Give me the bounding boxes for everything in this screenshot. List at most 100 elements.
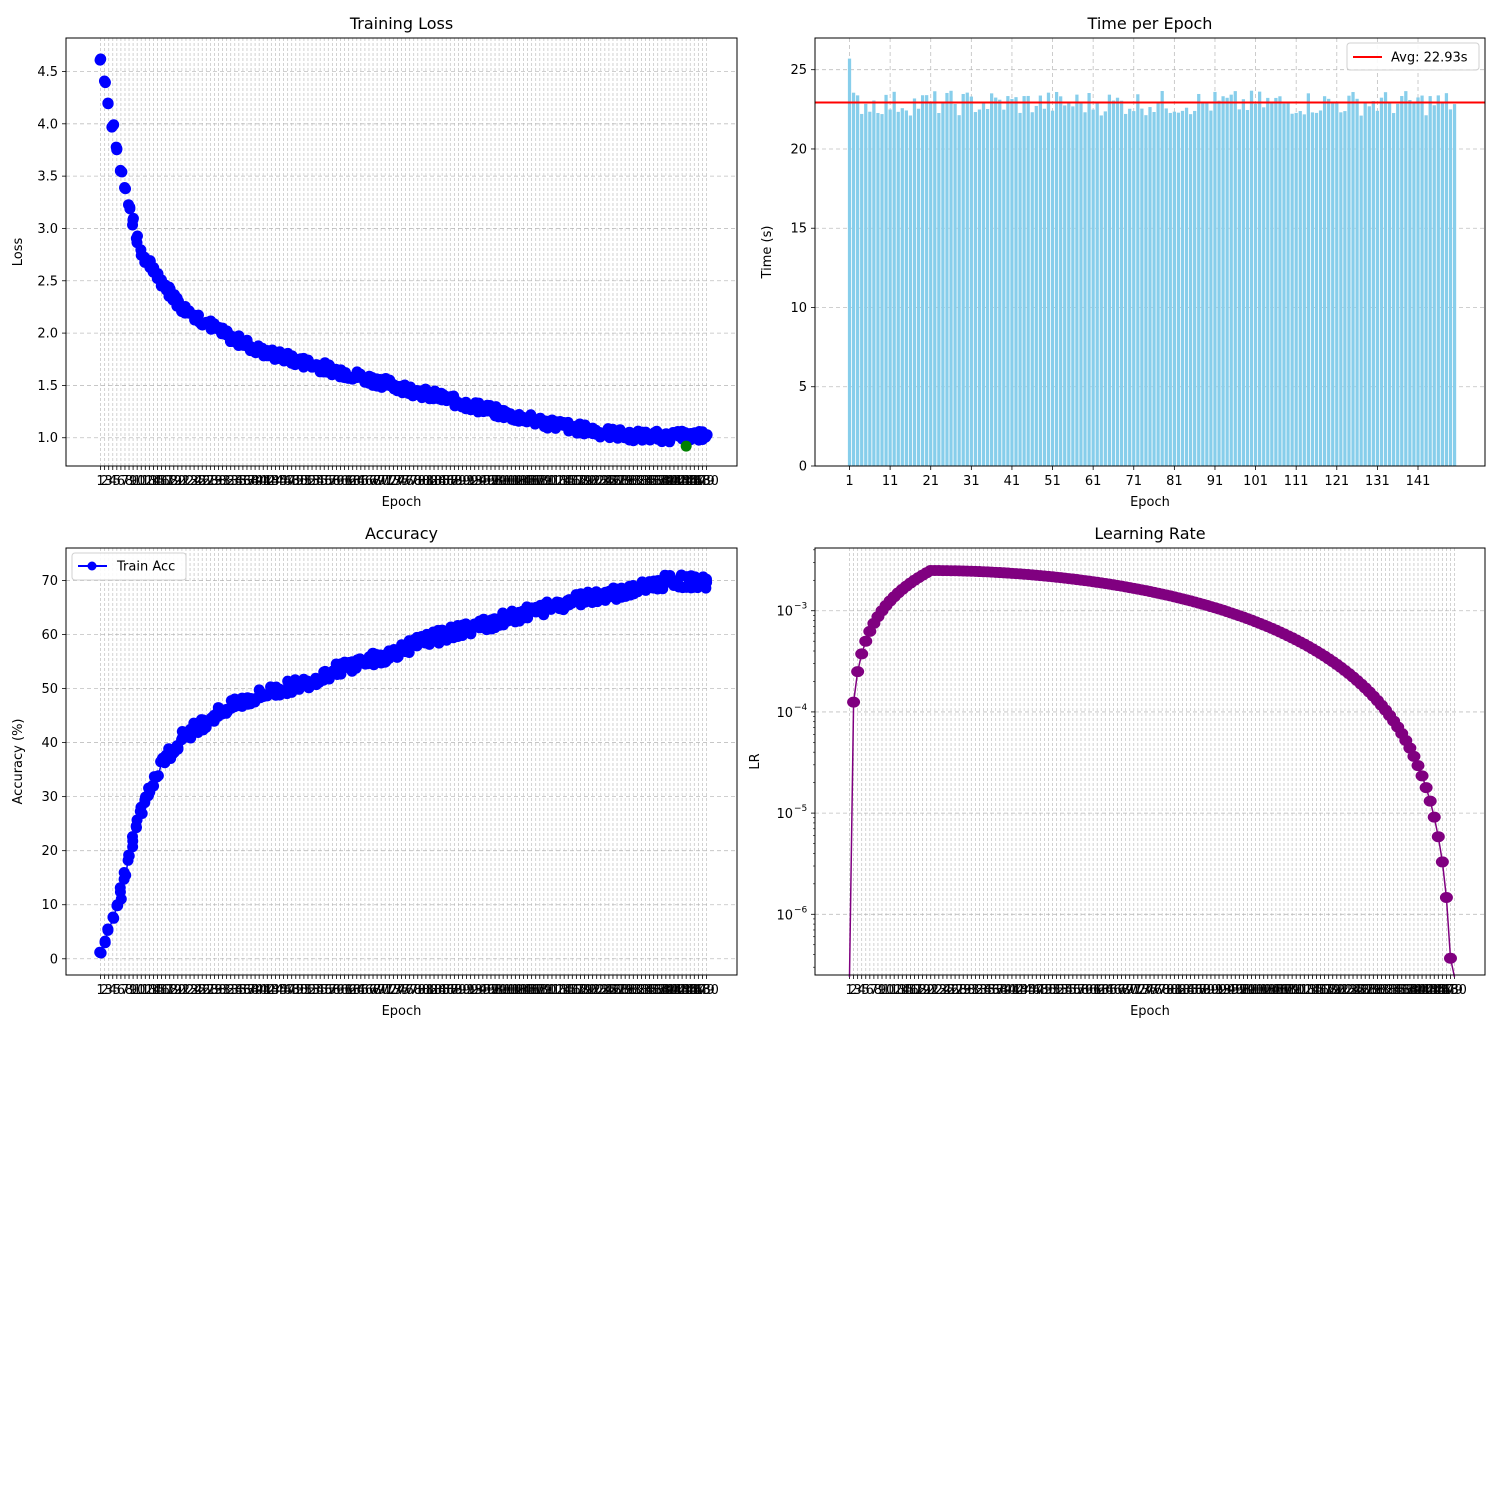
x-tick-label: 3	[105, 474, 113, 489]
x-tick-label: 132	[621, 474, 646, 489]
x-tick-label: 137	[641, 983, 666, 998]
x-tick-label: 37	[239, 983, 256, 998]
x-tick-label: 1	[845, 474, 853, 489]
x-tick-label: 52	[300, 474, 317, 489]
y-tick-label: 40	[41, 736, 58, 751]
x-tick-label: 47	[1028, 983, 1045, 998]
x-tick-label: 9	[129, 983, 137, 998]
x-tick-label: 111	[1284, 474, 1309, 489]
x-tick-label: 96	[479, 983, 496, 998]
x-tick-label: 39	[247, 983, 264, 998]
x-tick-label: 111	[535, 474, 560, 489]
x-tick-label: 31	[963, 983, 980, 998]
x-tick-label: 144	[1418, 983, 1443, 998]
x-tick-label: 9	[878, 983, 886, 998]
x-tick-label: 115	[552, 474, 577, 489]
time-bar	[1367, 106, 1371, 466]
x-tick-label: 46	[275, 474, 292, 489]
x-tick-label: 118	[564, 983, 589, 998]
x-tick-label: 145	[674, 474, 699, 489]
x-tick-label: 142	[662, 983, 687, 998]
x-tick-label: 134	[629, 983, 654, 998]
x-tick-label: 7	[121, 983, 129, 998]
x-tick-label: 27	[198, 474, 215, 489]
x-tick-label: 89	[1199, 983, 1216, 998]
time-bar	[1331, 102, 1335, 467]
x-tick-label: 55	[1061, 983, 1078, 998]
x-tick-label: 147	[682, 474, 707, 489]
x-tick-label: 50	[292, 474, 309, 489]
x-tick-label: 52	[300, 983, 317, 998]
x-tick-label: 101	[495, 983, 520, 998]
x-tick-label: 122	[1328, 983, 1353, 998]
x-tick-label: 29	[206, 474, 223, 489]
time-bar	[1018, 112, 1022, 467]
lr-line	[848, 569, 1456, 978]
x-tick-label: 124	[588, 474, 613, 489]
x-tick-label: 114	[548, 474, 573, 489]
x-tick-label: 69	[1117, 983, 1134, 998]
y-tick-label: 1.0	[37, 431, 58, 446]
x-tick-label: 21	[922, 983, 939, 998]
y-tick-label: 4.5	[37, 65, 58, 80]
x-tick-label: 112	[540, 474, 565, 489]
y-tick-label: 10	[776, 908, 793, 923]
loss-point	[171, 292, 183, 304]
x-tick-label: 32	[218, 474, 235, 489]
x-tick-label: 18	[161, 983, 178, 998]
x-tick-label: 72	[381, 983, 398, 998]
x-tick-label: 87	[442, 474, 459, 489]
time-bar	[1067, 102, 1071, 466]
time-bar	[1424, 115, 1428, 466]
x-tick-label: 150	[694, 474, 719, 489]
x-tick-label: 96	[1227, 983, 1244, 998]
x-tick-label: 48	[283, 474, 300, 489]
x-tick-label: 139	[1397, 983, 1422, 998]
x-tick-label: 28	[202, 983, 219, 998]
x-tick-label: 18	[910, 983, 927, 998]
x-tick-label: 7	[121, 474, 129, 489]
loss-point	[123, 199, 135, 211]
time-bar	[1180, 110, 1185, 466]
time-bar	[892, 91, 896, 467]
time-bar	[1237, 109, 1241, 466]
x-tick-label: 141	[1406, 983, 1431, 998]
time-bar	[965, 92, 969, 467]
x-tick-label: 76	[397, 983, 414, 998]
y-tick-exponent: −6	[794, 905, 808, 915]
x-tick-label: 116	[556, 983, 581, 998]
time-bar	[1193, 110, 1197, 466]
x-tick-label: 13	[141, 983, 158, 998]
x-tick-label: 148	[686, 474, 711, 489]
time-bar	[1119, 100, 1124, 466]
time-bar	[900, 108, 904, 466]
loss-point	[111, 143, 123, 155]
y-tick-label: 10	[41, 898, 58, 913]
x-tick-label: 25	[190, 983, 207, 998]
y-tick-label: 10	[790, 301, 807, 316]
x-tick-label: 36	[983, 983, 1000, 998]
time-bar	[1168, 112, 1172, 466]
time-bar	[1452, 104, 1457, 466]
time-bar	[1396, 103, 1400, 467]
time-bar	[1262, 107, 1266, 466]
x-tick-label: 29	[955, 983, 972, 998]
time-bar	[1379, 97, 1384, 466]
x-tick-label: 21	[922, 474, 939, 489]
x-tick-label: 105	[1259, 983, 1284, 998]
x-tick-label: 93	[1215, 983, 1232, 998]
x-tick-label: 5	[113, 474, 121, 489]
x-tick-label: 25	[190, 474, 207, 489]
x-tick-label: 88	[446, 983, 463, 998]
x-tick-label: 30	[959, 983, 976, 998]
x-tick-label: 83	[426, 983, 443, 998]
x-tick-label: 82	[422, 983, 439, 998]
x-tick-label: 44	[1016, 983, 1033, 998]
loss-point	[108, 119, 120, 131]
y-tick-label: 0	[799, 460, 807, 475]
x-tick-label: 127	[1349, 983, 1374, 998]
time-bar	[912, 98, 917, 467]
plot-frame	[65, 37, 738, 467]
x-tick-label: 102	[499, 474, 524, 489]
time-bar	[1347, 95, 1351, 466]
